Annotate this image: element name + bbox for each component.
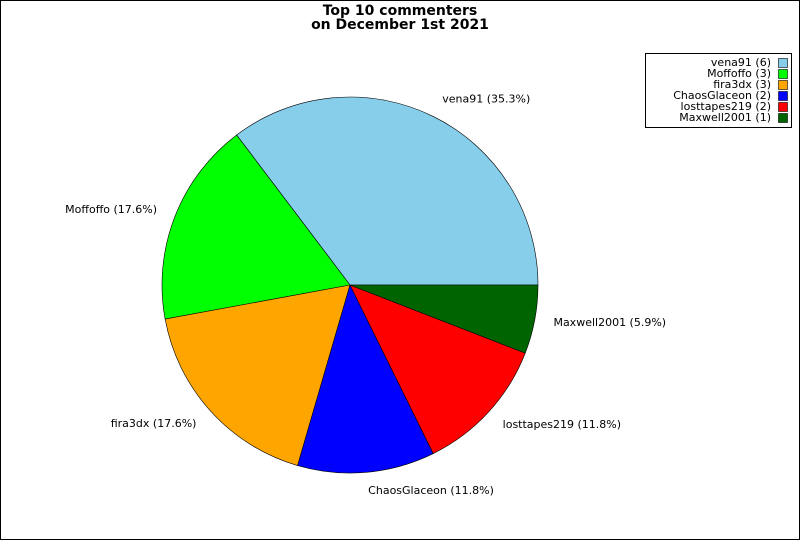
chart-title: on December 1st 2021: [311, 17, 489, 33]
legend-label: fira3dx (3): [713, 78, 771, 91]
legend-label: ChaosGlaceon (2): [673, 89, 771, 102]
pie-slice: [297, 284, 434, 474]
slice-label: ChaosGlaceon (11.8%): [368, 484, 494, 497]
legend-swatch: [778, 69, 788, 79]
pie-slice: [349, 284, 539, 354]
pie-slice: [164, 284, 351, 466]
slice-label: Maxwell2001 (5.9%): [553, 316, 666, 329]
legend-swatch: [778, 58, 788, 68]
slice-label: Moffoffo (17.6%): [65, 203, 157, 216]
pie-slice: [236, 96, 539, 286]
legend-swatch: [778, 80, 788, 90]
legend-label: losttapes219 (2): [681, 100, 771, 113]
slice-label: vena91 (35.3%): [442, 93, 530, 106]
slice-label: fira3dx (17.6%): [111, 417, 197, 430]
legend-swatch: [778, 113, 788, 123]
legend-box: [645, 53, 792, 128]
legend-label: vena91 (6): [711, 56, 771, 69]
chart-title: Top 10 commenters: [323, 3, 478, 19]
pie-slice: [161, 134, 351, 320]
legend-swatch: [778, 91, 788, 101]
slice-label: losttapes219 (11.8%): [503, 418, 621, 431]
legend-label: Moffoffo (3): [707, 67, 771, 80]
pie-slice: [349, 284, 526, 454]
legend-swatch: [778, 102, 788, 112]
legend-label: Maxwell2001 (1): [679, 111, 771, 124]
